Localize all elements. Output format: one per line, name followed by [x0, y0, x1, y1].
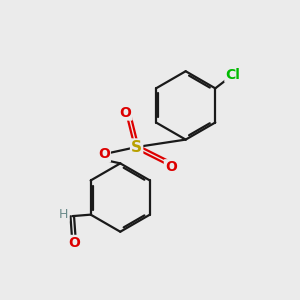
Text: O: O: [68, 236, 80, 250]
Text: O: O: [98, 148, 110, 161]
Text: O: O: [120, 106, 132, 120]
Text: S: S: [131, 140, 142, 154]
Text: O: O: [165, 160, 177, 174]
Text: H: H: [59, 208, 69, 221]
Text: Cl: Cl: [225, 68, 240, 82]
